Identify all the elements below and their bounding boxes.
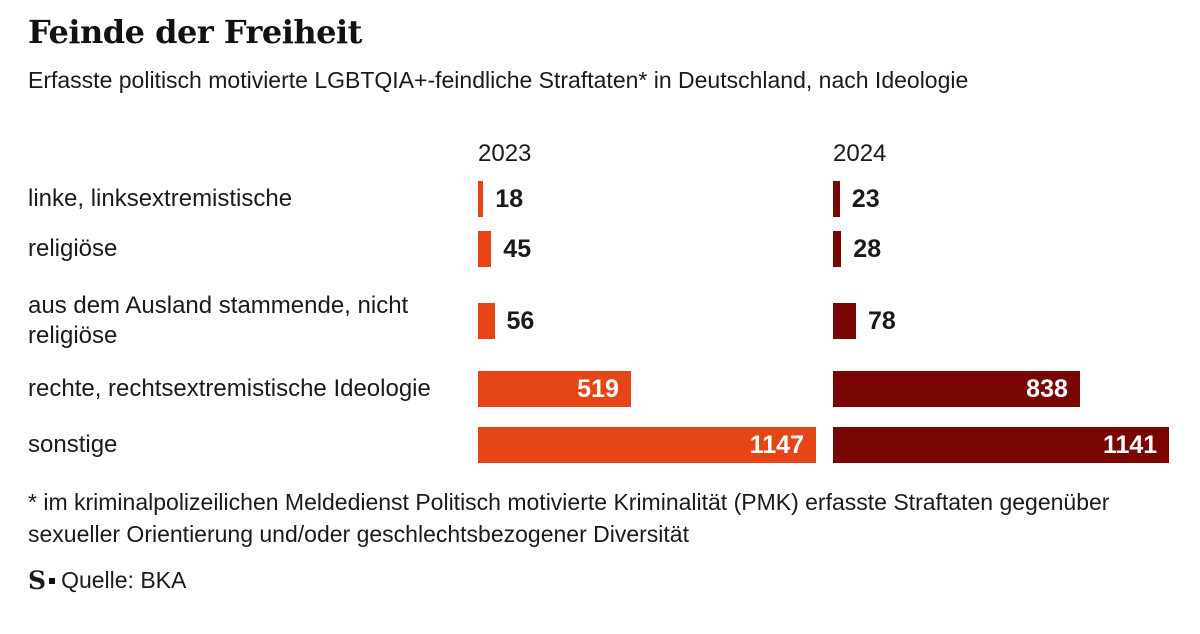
bar-cell-2023: 56	[478, 303, 833, 339]
bar-2024	[833, 181, 840, 217]
chart-row: rechte, rechtsextremistische Ideologie 51…	[28, 371, 1172, 407]
bar-cell-2024: 838	[833, 371, 1172, 407]
footnote: * im kriminalpolizeilichen Meldedienst P…	[28, 486, 1172, 550]
chart-container: Feinde der Freiheit Erfasste politisch m…	[28, 13, 1172, 594]
bar-2024	[833, 303, 856, 339]
bar-2023	[478, 181, 484, 217]
value-label: 45	[503, 234, 532, 263]
value-label: 1147	[749, 430, 804, 459]
category-label: religiöse	[28, 235, 118, 262]
bar-cell-2024: 78	[833, 303, 1172, 339]
chart-row: linke, linksextremistische 18 23	[28, 181, 1172, 217]
bar-2023: 1147	[478, 427, 816, 463]
chart-rows: linke, linksextremistische 18 23 religiöse 4…	[28, 181, 1172, 463]
footnote-line1: * im kriminalpolizeilichen Meldedienst P…	[28, 489, 1110, 515]
chart-row: sonstige 1147 1141	[28, 427, 1172, 463]
column-header-2024: 2024	[833, 140, 887, 167]
category-label: sonstige	[28, 431, 118, 458]
value-label: 23	[851, 184, 880, 213]
bar-cell-2023: 519	[478, 371, 833, 407]
bar-cell-2023: 1147	[478, 427, 833, 463]
spiegel-logo-icon: S	[28, 566, 46, 595]
source-label: Quelle: BKA	[61, 567, 187, 593]
chart-subtitle: Erfasste politisch motivierte LGBTQIA+-f…	[28, 67, 969, 93]
category-label: aus dem Ausland stammende, nicht religiö…	[28, 292, 409, 349]
bar-2024	[833, 231, 842, 267]
category-label: rechte, rechtsextremistische Ideologie	[28, 375, 431, 402]
spiegel-logo-dot-icon	[49, 577, 56, 584]
chart-row: religiöse 45 28	[28, 231, 1172, 267]
bar-2023	[478, 231, 492, 267]
bar-cell-2024: 23	[833, 181, 1172, 217]
bar-2023: 519	[478, 371, 631, 407]
bar-cell-2023: 45	[478, 231, 833, 267]
column-headers: 2023 2024	[28, 141, 1172, 167]
chart-row: aus dem Ausland stammende, nicht religiö…	[28, 291, 1172, 351]
value-label: 28	[853, 234, 882, 263]
value-label: 56	[506, 306, 535, 335]
value-label: 1141	[1102, 430, 1158, 459]
bar-2023	[478, 303, 495, 339]
bar-2024: 838	[833, 371, 1080, 407]
bar-cell-2024: 28	[833, 231, 1172, 267]
value-label: 78	[868, 306, 896, 335]
source-row: S Quelle: BKA	[28, 567, 1172, 594]
chart-title: Feinde der Freiheit	[28, 13, 362, 51]
column-header-2023: 2023	[478, 140, 532, 167]
value-label: 519	[577, 374, 619, 403]
category-label: linke, linksextremistische	[28, 185, 293, 212]
bar-cell-2024: 1141	[833, 427, 1172, 463]
footnote-line2: sexueller Orientierung und/oder geschlec…	[28, 521, 689, 547]
bar-cell-2023: 18	[478, 181, 833, 217]
bar-2024: 1141	[833, 427, 1170, 463]
header-spacer	[28, 141, 478, 167]
value-label: 838	[1026, 374, 1068, 403]
value-label: 18	[495, 184, 524, 213]
